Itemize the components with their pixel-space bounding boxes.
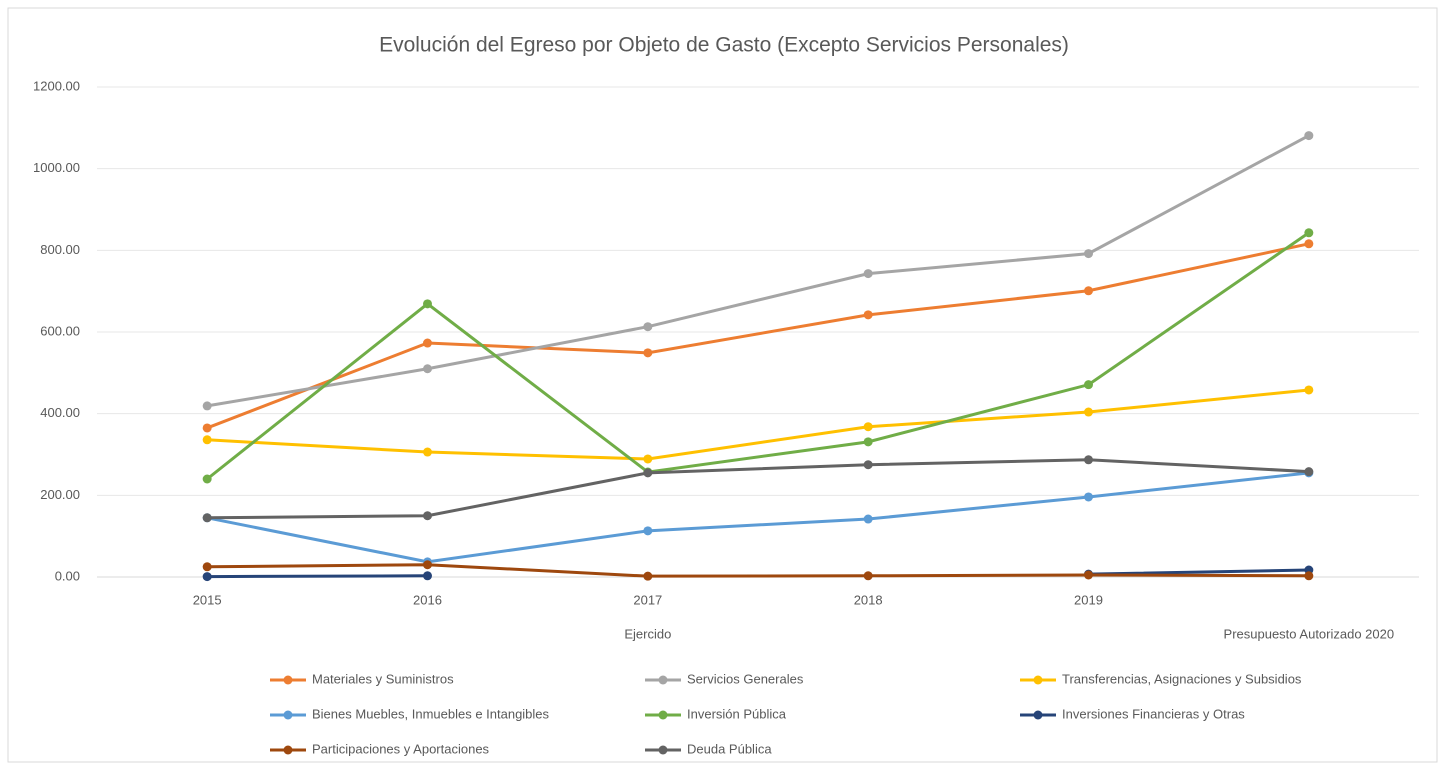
data-point (1084, 570, 1093, 580)
legend-marker (658, 675, 668, 685)
y-tick-label: 0.00 (55, 568, 80, 583)
data-point (643, 454, 653, 464)
x-group-label: Ejercido (624, 626, 671, 641)
data-point (1084, 286, 1093, 296)
data-point (1084, 407, 1093, 417)
data-point (423, 511, 432, 521)
data-point (863, 514, 873, 524)
data-point (202, 435, 212, 445)
data-point (202, 572, 212, 582)
y-tick-label: 400.00 (40, 405, 80, 420)
legend-label: Materiales y Suministros (312, 671, 454, 686)
data-point (423, 560, 432, 570)
data-point (1084, 249, 1093, 259)
legend-label: Transferencias, Asignaciones y Subsidios (1062, 671, 1302, 686)
data-point (202, 562, 212, 572)
series-line (206, 471, 1309, 564)
data-point (202, 474, 212, 484)
data-point (863, 571, 873, 581)
series-line (207, 563, 1309, 578)
legend-label: Inversión Pública (687, 706, 787, 721)
series-line (206, 231, 1310, 481)
data-point (423, 447, 432, 457)
data-point (863, 460, 873, 470)
data-point (423, 364, 432, 374)
data-point (423, 299, 432, 309)
y-tick-label: 800.00 (40, 242, 80, 257)
data-point (1084, 380, 1093, 390)
data-point (863, 422, 873, 432)
legend-marker (1033, 710, 1043, 720)
legend-label: Bienes Muebles, Inmuebles e Intangibles (312, 706, 550, 721)
legend-marker (283, 675, 293, 685)
legend-marker (283, 710, 293, 720)
data-point (643, 468, 653, 478)
legend-label: Participaciones y Aportaciones (312, 741, 490, 756)
series-line (207, 458, 1309, 520)
data-point (202, 513, 212, 523)
x-tick-label: 2018 (854, 592, 883, 607)
data-point (1304, 239, 1314, 249)
legend-marker (658, 710, 668, 720)
data-point (1304, 571, 1314, 581)
data-point (1084, 492, 1093, 502)
data-point (643, 571, 653, 581)
data-point (202, 423, 212, 433)
legend-marker (1033, 675, 1043, 685)
data-point (1304, 228, 1314, 238)
x-tick-label: 2017 (633, 592, 662, 607)
chart-border (7, 7, 1438, 763)
series-line (207, 388, 1309, 461)
series-line (207, 568, 1309, 579)
data-point (202, 401, 212, 411)
legend-label: Inversiones Financieras y Otras (1062, 706, 1245, 721)
legend-marker (283, 745, 293, 755)
series-line (206, 242, 1310, 430)
legend-marker (658, 745, 668, 755)
data-point (863, 269, 873, 279)
data-point (1304, 131, 1314, 141)
y-tick-label: 200.00 (40, 487, 80, 502)
x-tick-label: 2015 (193, 592, 222, 607)
series-line (206, 134, 1310, 408)
legend-label: Deuda Pública (687, 741, 772, 756)
data-point (1304, 385, 1314, 395)
x-tick-label: 2016 (413, 592, 442, 607)
data-point (863, 310, 873, 320)
data-point (1084, 455, 1093, 465)
data-point (1304, 467, 1314, 477)
legend-label: Servicios Generales (687, 671, 804, 686)
x-group-label: Presupuesto Autorizado 2020 (1224, 626, 1395, 641)
data-point (863, 437, 873, 447)
y-tick-label: 1000.00 (33, 160, 80, 175)
data-point (423, 571, 432, 581)
data-point (643, 322, 653, 332)
chart-title: Evolución del Egreso por Objeto de Gasto… (379, 34, 1069, 57)
data-point (423, 338, 432, 348)
data-point (643, 348, 653, 358)
x-tick-label: 2019 (1074, 592, 1103, 607)
y-tick-label: 1200.00 (33, 78, 80, 93)
y-tick-label: 600.00 (40, 323, 80, 338)
data-point (643, 526, 653, 536)
